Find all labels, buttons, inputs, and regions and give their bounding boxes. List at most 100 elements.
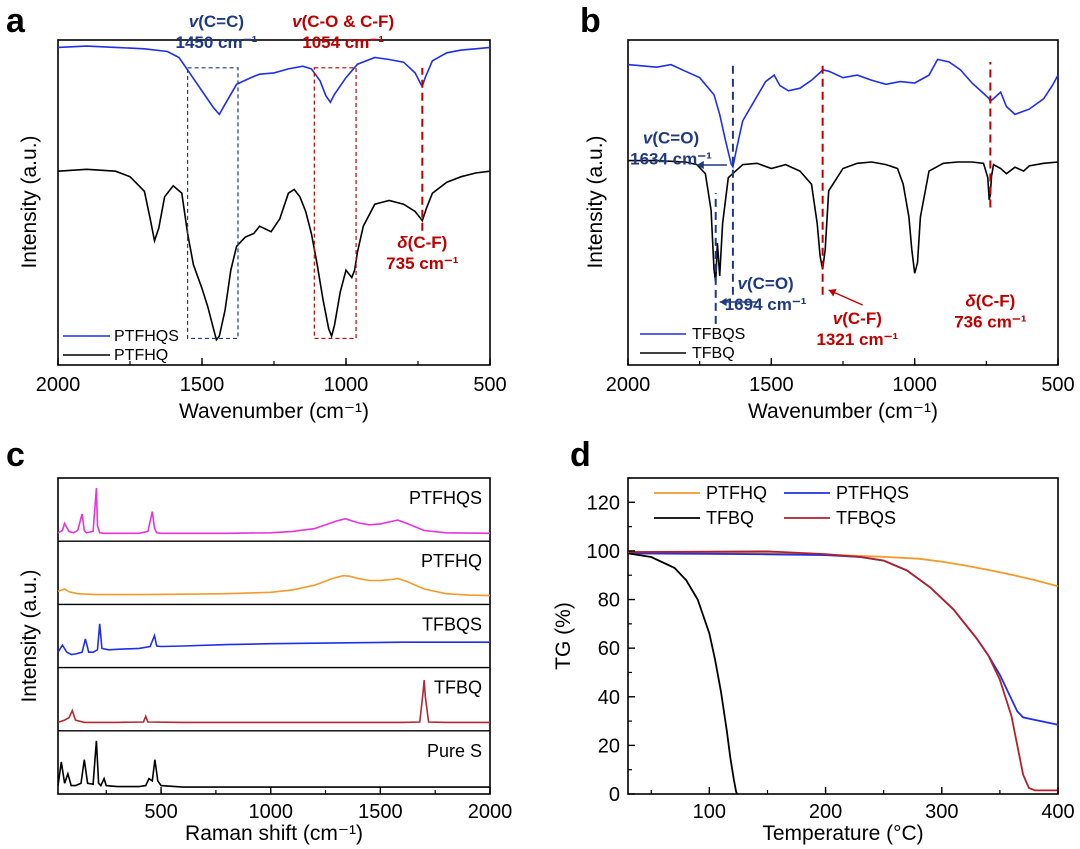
x-axis-label-d: Temperature (°C) bbox=[762, 822, 923, 845]
panel-letter-b: b bbox=[580, 2, 601, 40]
x-tick-label: 100 bbox=[693, 801, 726, 823]
x-axis-label-b: Wavenumber (cm⁻¹) bbox=[748, 400, 938, 423]
annotation-arrowhead bbox=[696, 160, 704, 170]
spectra-a bbox=[57, 45, 491, 342]
series-d-tfbqs bbox=[627, 550, 1058, 792]
peak-annotation-value: 735 cm⁻¹ bbox=[386, 254, 459, 273]
series-b-tfbq bbox=[628, 159, 1059, 283]
annotations-a: v(C=C) 1450 cm⁻¹ v(C-O & C-F) 1054 cm⁻¹ δ(C-… bbox=[176, 12, 459, 340]
highlight-box bbox=[187, 67, 239, 340]
legend-label-ptfhq-d: PTFHQ bbox=[706, 483, 767, 503]
peak-annotation: v(C=O) bbox=[737, 274, 793, 293]
y-tick-label: 100 bbox=[587, 541, 620, 563]
x-axis-label-a: Wavenumber (cm⁻¹) bbox=[179, 400, 369, 423]
x-tick-label: 500 bbox=[144, 801, 177, 823]
panel-letter-a: a bbox=[6, 2, 26, 40]
peak-annotation: δ(C-F) bbox=[397, 233, 447, 252]
panel-letter-c: c bbox=[6, 436, 25, 474]
panel-b: b v(C=O) 1634 cm⁻¹ v(C=O) 1694 cm⁻¹ v(C-F) 13… bbox=[580, 2, 1075, 423]
y-axis-label-b: Intensity (a.u.) bbox=[584, 135, 607, 268]
series-a-ptfhqs bbox=[57, 45, 491, 116]
x-tick-label: 1000 bbox=[892, 374, 937, 396]
x-tick-label: 300 bbox=[925, 801, 958, 823]
x-tick-label: 400 bbox=[1041, 801, 1074, 823]
trace-label-pure-s: Pure S bbox=[427, 741, 482, 761]
series-d-ptfhqs bbox=[627, 552, 1059, 726]
peak-annotation-value: 736 cm⁻¹ bbox=[954, 312, 1027, 331]
y-tick-label: 40 bbox=[598, 687, 620, 709]
x-tick-label: 2000 bbox=[468, 801, 513, 823]
trace-label-tfbqs: TFBQS bbox=[422, 614, 482, 634]
legend-label-tfbqs: TFBQS bbox=[692, 326, 745, 343]
peak-annotation: v(C=O) bbox=[643, 128, 699, 147]
peak-annotation-value: 1054 cm⁻¹ bbox=[302, 33, 384, 52]
series-c-ptfhq bbox=[57, 574, 491, 597]
y-tick-label: 80 bbox=[598, 590, 620, 612]
annotation-arrowhead bbox=[719, 297, 727, 307]
legend-label-tfbq-d: TFBQ bbox=[706, 508, 754, 528]
spectra-b bbox=[627, 58, 1059, 283]
x-tick-label: 200 bbox=[809, 801, 842, 823]
series-d-tfbq bbox=[627, 552, 739, 795]
legend-label-ptfhqs-d: PTFHQS bbox=[836, 483, 909, 503]
annotations-b: v(C=O) 1634 cm⁻¹ v(C=O) 1694 cm⁻¹ v(C-F) 1321… bbox=[630, 62, 1027, 349]
legend-label-ptfhqs: PTFHQS bbox=[114, 328, 179, 345]
panel-c: c PTFHQS PTFHQ TFBQS TFBQ Pure S 500 1000 1500… bbox=[6, 436, 512, 845]
series-b-tfbqs bbox=[627, 58, 1059, 169]
x-tick-label: 2000 bbox=[36, 374, 81, 396]
trace-label-ptfhq: PTFHQ bbox=[421, 551, 482, 571]
legend-d: PTFHQ PTFHQS TFBQ TFBQS bbox=[654, 483, 909, 528]
x-tick-label: 1500 bbox=[749, 374, 794, 396]
x-tick-label: 1000 bbox=[248, 801, 293, 823]
series-c-ptfhqs bbox=[57, 487, 491, 535]
y-tick-label: 20 bbox=[598, 735, 620, 757]
peak-annotation: δ(C-F) bbox=[965, 291, 1015, 310]
trace-label-ptfhqs: PTFHQS bbox=[409, 488, 482, 508]
tg-curves-d bbox=[627, 550, 1059, 795]
series-c-tfbq bbox=[57, 679, 490, 724]
x-ticks-a: 2000 1500 1000 500 bbox=[36, 358, 507, 396]
trace-label-tfbq: TFBQ bbox=[434, 678, 482, 698]
plot-frame-a bbox=[57, 39, 491, 366]
peak-annotation-value: 1634 cm⁻¹ bbox=[630, 149, 712, 168]
panel-d: d 100 200 300 400 0 20 40 60 80 100 120 Temperatu… bbox=[552, 436, 1075, 845]
y-axis-label-d: TG (%) bbox=[552, 602, 575, 670]
plot-frame-c bbox=[57, 477, 491, 795]
x-axis-label-c: Raman shift (cm⁻¹) bbox=[185, 822, 363, 845]
series-c-pure-s bbox=[57, 740, 490, 788]
spectra-c: PTFHQS PTFHQ TFBQS TFBQ Pure S bbox=[57, 487, 491, 788]
peak-annotation-value: 1450 cm⁻¹ bbox=[176, 33, 258, 52]
x-tick-label: 500 bbox=[1041, 374, 1074, 396]
y-tick-label: 60 bbox=[598, 638, 620, 660]
x-ticks-d: 100 200 300 400 bbox=[650, 787, 1075, 823]
y-ticks-d: 0 20 40 60 80 100 120 bbox=[587, 477, 635, 806]
panel-a: a v(C=C) 1450 cm⁻¹ v(C-O & C-F) 1054 cm⁻¹ δ(… bbox=[6, 2, 507, 423]
x-tick-label: 1000 bbox=[324, 374, 369, 396]
panel-letter-d: d bbox=[570, 436, 591, 474]
y-tick-label: 120 bbox=[587, 492, 620, 514]
x-tick-label: 1500 bbox=[180, 374, 225, 396]
y-tick-label: 0 bbox=[609, 784, 620, 806]
y-axis-label-c: Intensity (a.u.) bbox=[18, 569, 41, 702]
y-axis-label-a: Intensity (a.u.) bbox=[18, 135, 41, 268]
series-c-tfbqs bbox=[57, 623, 490, 656]
series-a-ptfhq bbox=[57, 168, 491, 342]
peak-annotation: v(C-O & C-F) bbox=[292, 12, 394, 31]
legend-a: PTFHQS PTFHQ bbox=[63, 328, 179, 364]
peak-annotation-value: 1694 cm⁻¹ bbox=[725, 295, 807, 314]
x-tick-label: 2000 bbox=[606, 374, 651, 396]
legend-label-tfbqs-d: TFBQS bbox=[836, 508, 896, 528]
legend-b: TFBQS TFBQ bbox=[640, 326, 745, 362]
x-tick-label: 1500 bbox=[358, 801, 403, 823]
peak-annotation-value: 1321 cm⁻¹ bbox=[816, 330, 898, 349]
peak-annotation: v(C-F) bbox=[833, 309, 882, 328]
x-ticks-c: 500 1000 1500 2000 bbox=[105, 787, 513, 823]
annotation-arrowhead bbox=[828, 288, 837, 297]
series-d-ptfhq bbox=[627, 551, 1059, 588]
legend-label-ptfhq: PTFHQ bbox=[114, 347, 168, 364]
peak-annotation: v(C=C) bbox=[189, 12, 244, 31]
plot-frame-d bbox=[627, 477, 1059, 795]
legend-label-tfbq: TFBQ bbox=[692, 345, 735, 362]
x-ticks-b: 2000 1500 1000 500 bbox=[606, 358, 1075, 396]
